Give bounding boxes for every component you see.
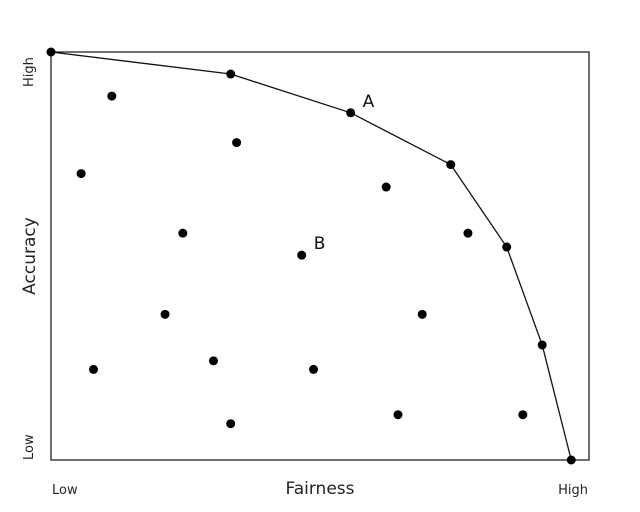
annotation-b: B: [314, 234, 326, 254]
frontier-points: [46, 47, 576, 465]
x-axis-label: Fairness: [286, 479, 355, 499]
scatter-point-8: [417, 309, 427, 319]
scatter-point-7: [160, 309, 170, 319]
frontier-point-4: [502, 242, 512, 252]
x-tick-low: Low: [52, 483, 78, 498]
scatter-point-9: [89, 364, 99, 374]
y-tick-low: Low: [22, 434, 37, 460]
frontier-point-6: [566, 455, 576, 465]
scatter-point-4: [381, 182, 391, 192]
x-tick-high: High: [558, 483, 588, 498]
scatter-points: [76, 91, 528, 429]
plot-frame: [50, 51, 590, 461]
frontier-point-2: [346, 108, 356, 118]
scatter-point-5: [297, 250, 307, 260]
scatter-point-6: [463, 228, 473, 238]
scatter-point-1: [76, 169, 86, 179]
y-tick-high: High: [22, 57, 37, 87]
frontier-point-1: [226, 69, 236, 79]
scatter-point-11: [309, 364, 319, 374]
annotations: AB: [314, 92, 375, 254]
frontier-point-3: [446, 160, 456, 170]
scatter-point-12: [226, 419, 236, 429]
annotation-a: A: [363, 92, 375, 112]
scatter-point-13: [393, 410, 403, 420]
scatter-point-3: [178, 228, 188, 238]
frontier-point-0: [46, 47, 56, 57]
scatter-point-2: [232, 138, 242, 148]
frontier-line: [50, 51, 572, 461]
scatter-point-14: [518, 410, 528, 420]
y-axis-label: Accuracy: [20, 217, 40, 295]
scatter-point-10: [208, 356, 218, 366]
frontier-point-5: [537, 340, 547, 350]
scatter-point-0: [107, 91, 117, 101]
